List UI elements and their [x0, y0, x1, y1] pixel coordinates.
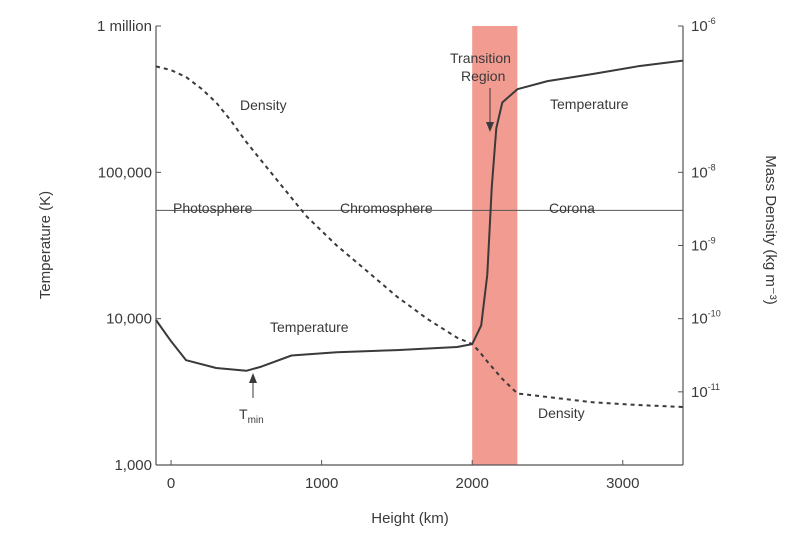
y-right-tick-exponent: -11: [708, 382, 720, 392]
y-right-tick-label: 10-6: [691, 16, 716, 35]
annotation-density-upper: Density: [240, 97, 287, 113]
tmin-label-base: T: [239, 406, 248, 422]
region-label-corona: Corona: [549, 200, 595, 216]
y-right-tick-exponent: -8: [708, 162, 716, 172]
x-axis-title: Height (km): [371, 510, 449, 527]
ticks-layer: 0 1000 2000 3000 1,000 10,000 100,000 1 million…: [97, 16, 721, 492]
y-left-tick-label: 1 million: [97, 18, 152, 35]
y-right-tick-label: 10-11: [691, 382, 720, 401]
tmin-label: Tmin: [239, 406, 264, 426]
axis-title-layer: Height (km) Temperature (K) Mass Density…: [37, 155, 779, 527]
y-right-tick-base: 10: [691, 311, 708, 328]
y-right-tick-exponent: -10: [708, 309, 721, 319]
transition-region-band: [472, 26, 518, 465]
x-tick-label: 1000: [305, 475, 338, 492]
annotation-density-lower: Density: [538, 405, 585, 421]
transition-label-line1: Transition: [450, 50, 511, 66]
annotation-temperature-middle: Temperature: [270, 319, 349, 335]
x-tick-label: 0: [167, 475, 175, 492]
y-left-tick-label: 10,000: [106, 311, 152, 328]
y-right-tick-label: 10-9: [691, 236, 716, 255]
y-right-tick-label: 10-10: [691, 309, 721, 328]
y-axis-right-title: Mass Density (kg m⁻³): [762, 155, 779, 305]
y-right-tick-exponent: -6: [708, 16, 716, 26]
band-layer: [472, 26, 518, 465]
region-label-photosphere: Photosphere: [173, 200, 253, 216]
y-axis-left-title: Temperature (K): [37, 191, 54, 299]
x-tick-label: 2000: [456, 475, 489, 492]
y-right-tick-base: 10: [691, 238, 708, 255]
tmin-pointer-arrow: [249, 373, 257, 383]
y-left-tick-label: 1,000: [114, 457, 152, 474]
region-label-chromosphere: Chromosphere: [340, 200, 433, 216]
y-right-tick-base: 10: [691, 384, 708, 401]
series-line-density: [155, 65, 684, 408]
y-right-tick-base: 10: [691, 18, 708, 35]
y-right-tick-exponent: -9: [708, 236, 716, 246]
series-layer: [155, 59, 684, 408]
tmin-label-sub: min: [248, 415, 264, 426]
annotation-layer: Density Density Temperature Temperature …: [173, 50, 629, 426]
annotation-temperature-upper: Temperature: [550, 96, 629, 112]
x-tick-label: 3000: [606, 475, 639, 492]
transition-pointer-arrow: [486, 122, 494, 132]
y-right-tick-base: 10: [691, 164, 708, 181]
axis-layer: [155, 26, 684, 466]
y-right-tick-label: 10-8: [691, 162, 716, 181]
transition-label-line2: Region: [461, 68, 505, 84]
y-left-tick-label: 100,000: [98, 164, 152, 181]
